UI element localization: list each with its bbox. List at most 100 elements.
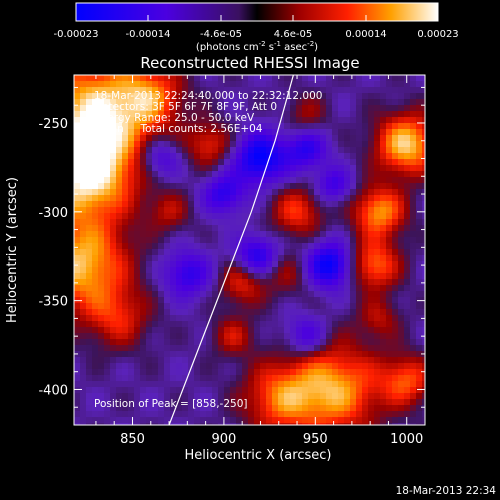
heatmap-cell: [212, 237, 219, 244]
heatmap-cell: [242, 183, 249, 190]
heatmap-cell: [164, 315, 171, 322]
heatmap-cell: [218, 315, 225, 322]
heatmap-cell: [212, 309, 219, 316]
heatmap-cell: [134, 213, 141, 220]
heatmap-cell: [260, 315, 267, 322]
heatmap-cell: [290, 159, 297, 166]
heatmap-cell: [200, 399, 207, 406]
heatmap-cell: [200, 177, 207, 184]
heatmap-cell: [128, 183, 135, 190]
heatmap-cell: [416, 387, 423, 394]
heatmap-cell: [224, 177, 231, 184]
heatmap-cell: [188, 369, 195, 376]
heatmap-cell: [218, 207, 225, 214]
heatmap-cell: [386, 105, 393, 112]
heatmap-cell: [224, 285, 231, 292]
heatmap-cell: [146, 177, 153, 184]
heatmap-cell: [158, 345, 165, 352]
heatmap-cell: [182, 153, 189, 160]
heatmap-cell: [392, 285, 399, 292]
heatmap-cell: [236, 423, 243, 425]
heatmap-cell: [398, 243, 405, 250]
heatmap-cell: [374, 375, 381, 382]
heatmap-cell: [404, 255, 411, 262]
heatmap-cell: [266, 357, 273, 364]
heatmap-cell: [116, 207, 123, 214]
heatmap-cell: [272, 333, 279, 340]
heatmap-cell: [368, 369, 375, 376]
heatmap-cell: [200, 87, 207, 94]
heatmap-cell: [368, 339, 375, 346]
heatmap-cell: [404, 201, 411, 208]
heatmap-cell: [374, 411, 381, 418]
heatmap-cell: [236, 87, 243, 94]
heatmap-cell: [314, 345, 321, 352]
heatmap-cell: [236, 177, 243, 184]
heatmap-cell: [416, 261, 423, 268]
heatmap-cell: [350, 231, 357, 238]
heatmap-cell: [116, 195, 123, 202]
heatmap-cell: [164, 411, 171, 418]
heatmap-cell: [92, 87, 99, 94]
heatmap-cell: [230, 285, 237, 292]
heatmap-cell: [392, 159, 399, 166]
heatmap-cell: [344, 339, 351, 346]
heatmap-cell: [242, 147, 249, 154]
heatmap-cell: [230, 105, 237, 112]
heatmap-cell: [332, 279, 339, 286]
heatmap-cell: [170, 195, 177, 202]
heatmap-cell: [206, 381, 213, 388]
heatmap-cell: [422, 303, 425, 310]
heatmap-cell: [104, 135, 111, 142]
heatmap-cell: [284, 189, 291, 196]
heatmap-cell: [326, 123, 333, 130]
heatmap-cell: [194, 201, 201, 208]
heatmap-cell: [242, 201, 249, 208]
heatmap-cell: [110, 255, 117, 262]
heatmap-cell: [290, 147, 297, 154]
heatmap-cell: [404, 219, 411, 226]
heatmap-cell: [74, 147, 81, 154]
heatmap-cell: [110, 111, 117, 118]
heatmap-cell: [80, 153, 87, 160]
heatmap-cell: [218, 159, 225, 166]
heatmap-cell: [374, 423, 381, 425]
heatmap-cell: [416, 75, 423, 82]
heatmap-cell: [92, 411, 99, 418]
heatmap-cell: [86, 393, 93, 400]
heatmap-cell: [206, 117, 213, 124]
heatmap-cell: [254, 273, 261, 280]
heatmap-cell: [392, 117, 399, 124]
heatmap-cell: [218, 267, 225, 274]
heatmap-cell: [254, 141, 261, 148]
heatmap-cell: [158, 141, 165, 148]
heatmap-cell: [254, 111, 261, 118]
heatmap-cell: [104, 141, 111, 148]
heatmap-cell: [80, 177, 87, 184]
heatmap-cell: [170, 99, 177, 106]
heatmap-cell: [140, 159, 147, 166]
heatmap-cell: [356, 381, 363, 388]
heatmap-cell: [350, 315, 357, 322]
heatmap-cell: [308, 273, 315, 280]
heatmap-cell: [122, 129, 129, 136]
heatmap-cell: [182, 75, 189, 82]
heatmap-cell: [386, 309, 393, 316]
heatmap-cell: [326, 75, 333, 82]
heatmap-cell: [128, 363, 135, 370]
heatmap-cell: [338, 267, 345, 274]
heatmap-cell: [182, 255, 189, 262]
heatmap-cell: [362, 165, 369, 172]
heatmap-cell: [116, 261, 123, 268]
heatmap-cell: [182, 327, 189, 334]
heatmap-cell: [140, 105, 147, 112]
heatmap-cell: [290, 327, 297, 334]
heatmap-cell: [422, 417, 425, 424]
heatmap-cell: [242, 135, 249, 142]
heatmap-cell: [116, 87, 123, 94]
heatmap-cell: [332, 411, 339, 418]
heatmap-cell: [236, 267, 243, 274]
heatmap-cell: [284, 165, 291, 172]
heatmap-cell: [386, 141, 393, 148]
heatmap-cell: [116, 303, 123, 310]
